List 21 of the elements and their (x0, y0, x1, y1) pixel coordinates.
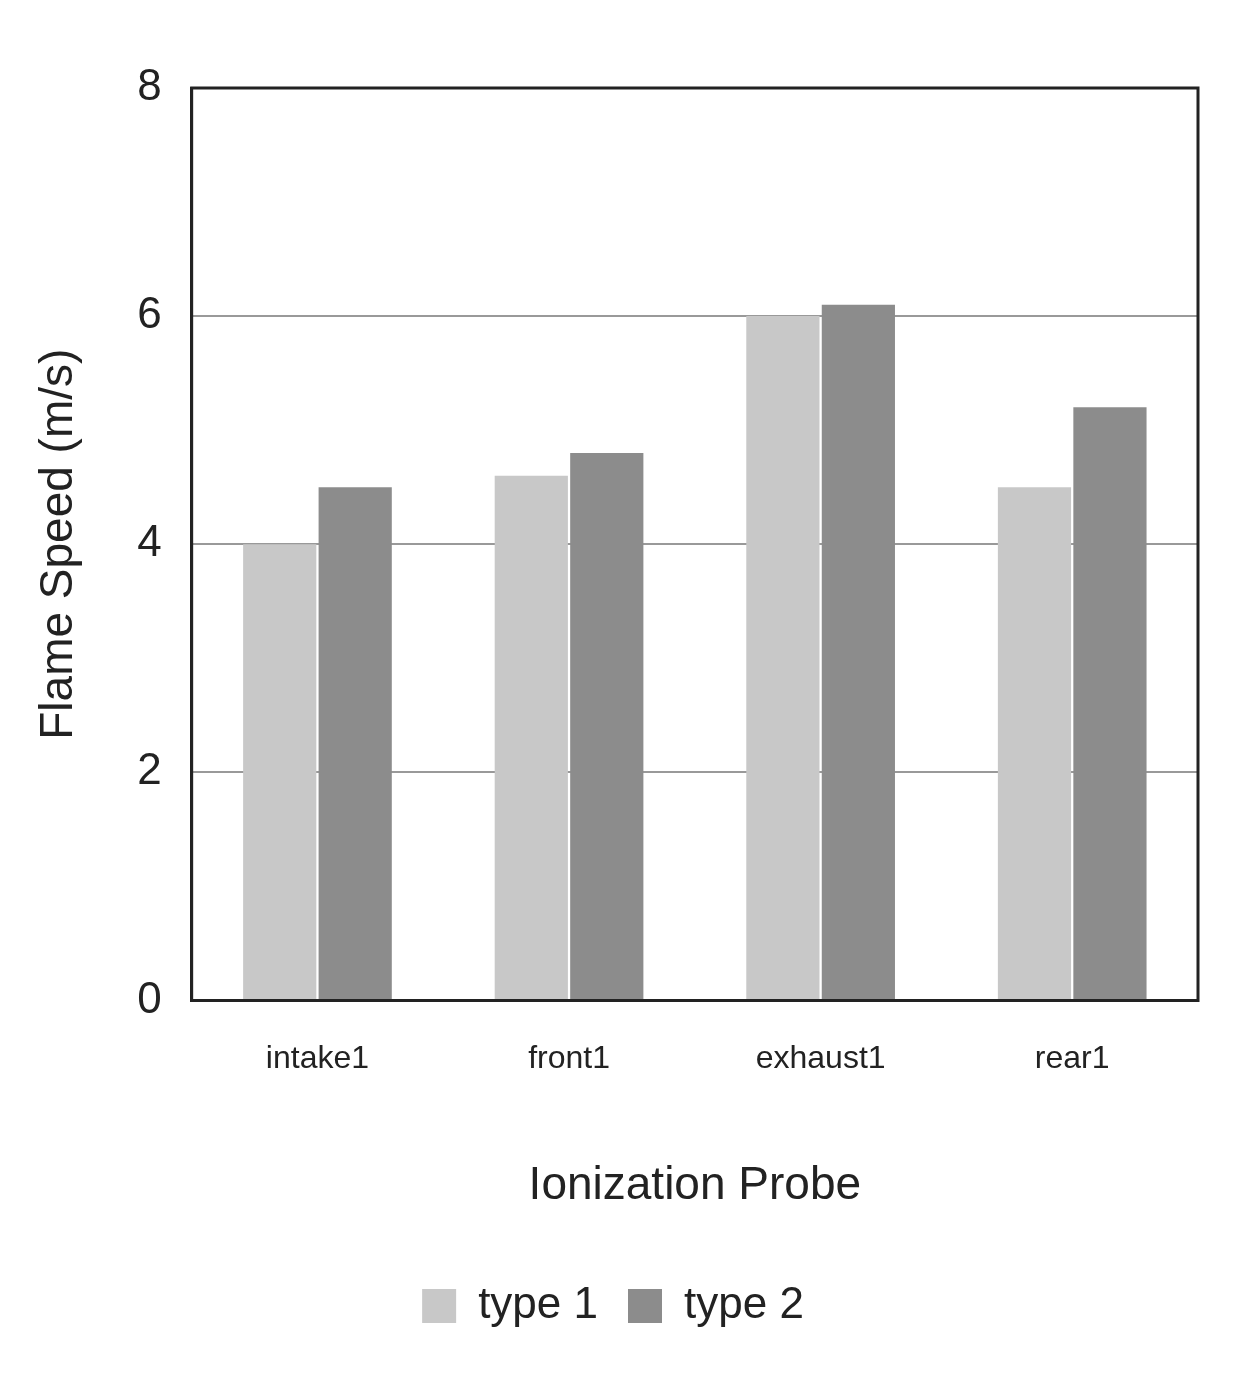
x-tick-label: rear1 (1034, 1039, 1110, 1076)
legend-label: type 1 (478, 1278, 599, 1328)
y-tick-label: 6 (137, 288, 162, 338)
bar (570, 452, 644, 1000)
bar (997, 487, 1072, 1000)
y-axis-title: Flame Speed (m/s) (30, 348, 83, 740)
y-tick-label: 4 (137, 516, 162, 566)
bar (821, 304, 895, 1000)
y-tick-label: 0 (137, 972, 162, 1022)
x-axis-title: Ionization Probe (528, 1157, 862, 1210)
bar (494, 475, 568, 1000)
legend-label: type 2 (684, 1278, 804, 1328)
bar (243, 544, 317, 1000)
bar (746, 316, 820, 1000)
bar (318, 487, 392, 1000)
y-tick-label: 8 (137, 60, 162, 110)
x-tick-label: intake1 (265, 1039, 370, 1076)
x-tick-label: exhaust1 (755, 1039, 886, 1076)
y-tick-label: 2 (137, 744, 162, 794)
bar (1073, 407, 1147, 1000)
x-tick-label: front1 (528, 1039, 610, 1076)
